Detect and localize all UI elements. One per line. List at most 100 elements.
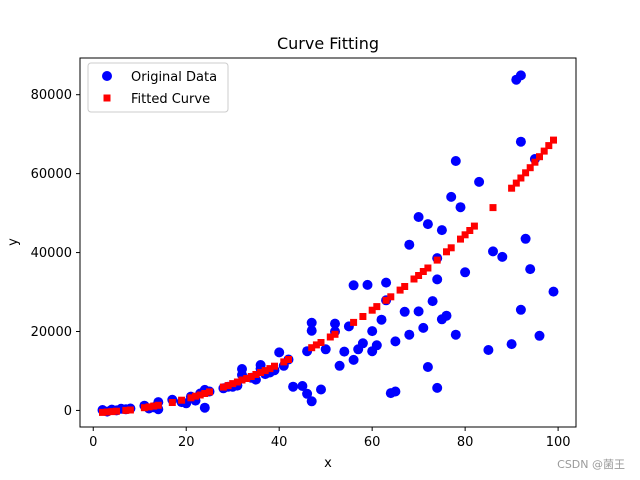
original-data-point xyxy=(413,212,424,222)
fitted-curve-point xyxy=(271,362,278,370)
fitted-curve-point xyxy=(540,147,548,155)
legend-box xyxy=(87,62,229,113)
fitted-curve-point xyxy=(517,174,525,182)
fitted-curve-point xyxy=(373,303,381,311)
original-data-point xyxy=(427,296,438,307)
fitted-curve-point xyxy=(224,382,232,390)
original-data-point xyxy=(237,364,247,374)
original-data-point xyxy=(548,286,559,297)
fitted-curve-point xyxy=(387,293,395,301)
legend: Original Data Fitted Curve xyxy=(87,62,229,113)
original-data-point xyxy=(474,176,485,187)
fitted-curve-point xyxy=(233,378,241,386)
y-tick-label: 80000 xyxy=(31,88,72,103)
original-data-point xyxy=(348,280,359,291)
fitted-curve-point xyxy=(433,256,441,264)
x-tick-label: 0 xyxy=(89,435,97,450)
fitted-curve-point xyxy=(368,306,376,314)
fitted-curve-point xyxy=(512,179,520,187)
original-data-point xyxy=(306,396,317,407)
original-data-point xyxy=(334,360,345,371)
fitted-curve-point xyxy=(396,286,404,294)
original-data-point xyxy=(371,340,382,351)
original-data-point xyxy=(520,233,531,244)
original-data-point xyxy=(525,264,536,275)
original-data-point xyxy=(515,304,526,315)
legend-label-fitted-curve: Fitted Curve xyxy=(131,92,210,107)
fitted-curve-point xyxy=(243,375,251,382)
fitted-curve-point xyxy=(113,407,120,415)
original-data-point xyxy=(404,329,415,340)
y-tick-label: 60000 xyxy=(31,167,72,182)
original-data-point xyxy=(306,317,317,328)
original-data-point xyxy=(404,239,415,250)
original-data-point xyxy=(534,330,545,341)
original-data-point xyxy=(288,381,299,392)
original-data-point xyxy=(390,336,401,347)
fitted-curve-point xyxy=(489,204,497,212)
fitted-curve-point xyxy=(419,268,427,275)
fitted-curve-point xyxy=(280,358,288,366)
fitted-curve-point xyxy=(206,388,213,396)
original-data-point xyxy=(367,326,378,337)
original-data-point xyxy=(483,345,494,355)
fitted-curve-point xyxy=(415,272,423,279)
original-data-point xyxy=(515,70,526,81)
fitted-curve-point xyxy=(410,275,418,283)
original-data-point xyxy=(413,306,424,317)
original-data-point xyxy=(460,267,471,278)
original-data-point xyxy=(455,202,466,213)
original-data-point xyxy=(422,219,433,230)
fitted-curve-point xyxy=(526,164,534,172)
original-data-point xyxy=(274,347,285,358)
fitted-curve-point xyxy=(201,390,209,397)
fitted-curve-points xyxy=(99,136,557,416)
original-data-point xyxy=(357,338,368,349)
fitted-curve-point xyxy=(261,367,269,375)
fitted-curve-point xyxy=(238,376,246,384)
original-data-point xyxy=(316,384,326,395)
original-data-point xyxy=(199,402,210,413)
fitted-curve-point xyxy=(331,330,339,338)
chart-title: Curve Fitting xyxy=(277,34,379,53)
original-data-point xyxy=(446,191,457,202)
original-data-point xyxy=(320,344,331,355)
fitted-curve-point xyxy=(447,244,455,252)
original-data-point xyxy=(497,251,508,262)
fitted-curve-point xyxy=(457,235,464,243)
fitted-curve-point xyxy=(285,356,292,363)
fitted-curve-point xyxy=(196,391,204,399)
original-data-point xyxy=(330,318,340,329)
y-tick-label: 20000 xyxy=(31,325,72,340)
original-data-point xyxy=(339,346,350,357)
fitted-curve-point xyxy=(103,408,111,416)
fitted-curve-point xyxy=(229,380,237,388)
original-data-point xyxy=(376,314,387,325)
fitted-curve-point xyxy=(312,341,320,349)
original-data-point xyxy=(422,362,433,372)
fitted-curve-point xyxy=(252,371,260,378)
fitted-curve-point xyxy=(308,344,316,352)
fitted-curve-point xyxy=(317,339,325,346)
original-data-point xyxy=(297,381,308,391)
legend-label-original-data: Original Data xyxy=(131,70,217,85)
original-data-point xyxy=(302,388,313,399)
fitted-curve-point xyxy=(508,184,516,192)
legend-marker-fitted-curve xyxy=(103,94,111,102)
y-axis-label: y xyxy=(6,238,21,246)
fitted-curve-point xyxy=(545,142,553,150)
fitted-curve-point xyxy=(150,402,158,410)
fitted-curve-point xyxy=(550,136,557,144)
original-data-point xyxy=(306,325,317,336)
original-data-point xyxy=(418,322,429,333)
plot-frame xyxy=(79,57,577,428)
fitted-curve-point xyxy=(531,158,539,166)
y-tick-label: 40000 xyxy=(31,246,72,261)
original-data-point xyxy=(506,339,517,350)
fitted-curve-point xyxy=(126,406,134,414)
x-tick-label: 20 xyxy=(178,435,195,450)
fitted-curve-point xyxy=(257,369,265,376)
fitted-curve-point xyxy=(122,406,130,414)
fitted-curve-point xyxy=(187,394,195,402)
